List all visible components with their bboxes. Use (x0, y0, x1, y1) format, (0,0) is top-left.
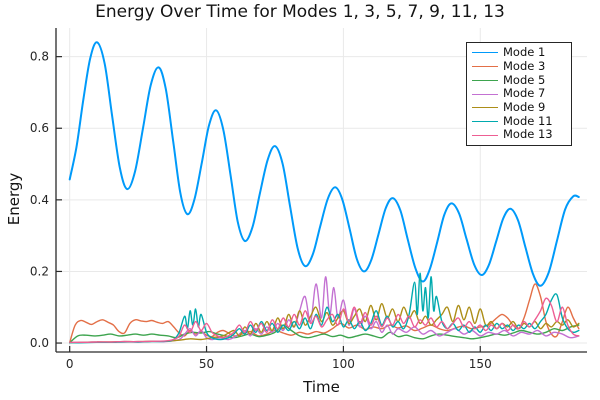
legend-label: Mode 11 (503, 113, 553, 128)
x-tick-label: 0 (66, 357, 74, 371)
legend-line-sample (472, 79, 498, 81)
legend-box: Mode 1 Mode 3 Mode 5 Mode 7 Mode 9 Mode 11 Mod… (466, 42, 572, 146)
y-axis-label: Energy (5, 172, 23, 226)
y-tick-label: 0.4 (30, 193, 49, 207)
legend-line-sample (472, 52, 498, 54)
y-tick-label: 0.8 (30, 50, 49, 64)
legend-label: Mode 9 (503, 99, 546, 114)
legend-line-sample (472, 134, 498, 136)
legend-label: Mode 3 (503, 58, 546, 73)
x-axis-label: Time (303, 378, 340, 396)
y-tick-label: 0.6 (30, 121, 49, 135)
chart-title: Energy Over Time for Modes 1, 3, 5, 7, 9… (95, 2, 505, 22)
legend-line-sample (472, 107, 498, 109)
series-line-mode-1 (68, 41, 580, 287)
legend-label: Mode 1 (503, 45, 546, 60)
legend-line-sample (472, 66, 498, 68)
x-tick-label: 100 (332, 357, 355, 371)
legend-item: Mode 11 (472, 115, 567, 129)
legend-item: Mode 3 (472, 60, 567, 74)
x-tick-label: 150 (469, 357, 492, 371)
series-line-mode-7 (69, 276, 580, 344)
legend-label: Mode 13 (503, 127, 553, 142)
y-tick-label: 0.0 (30, 336, 49, 350)
x-tick-label: 50 (199, 357, 214, 371)
y-tick-label: 0.2 (30, 264, 49, 278)
series-line-mode-13 (69, 297, 580, 344)
series-line-mode-5 (69, 324, 580, 344)
legend-item: Mode 5 (472, 73, 567, 87)
series-line-mode-3 (69, 283, 580, 344)
legend-line-sample (472, 120, 498, 122)
legend-label: Mode 7 (503, 86, 546, 101)
legend-item: Mode 1 (472, 46, 567, 60)
legend-item: Mode 7 (472, 87, 567, 101)
legend-label: Mode 5 (503, 72, 546, 87)
legend-line-sample (472, 93, 498, 95)
legend-item: Mode 9 (472, 101, 567, 115)
legend-item: Mode 13 (472, 128, 567, 142)
